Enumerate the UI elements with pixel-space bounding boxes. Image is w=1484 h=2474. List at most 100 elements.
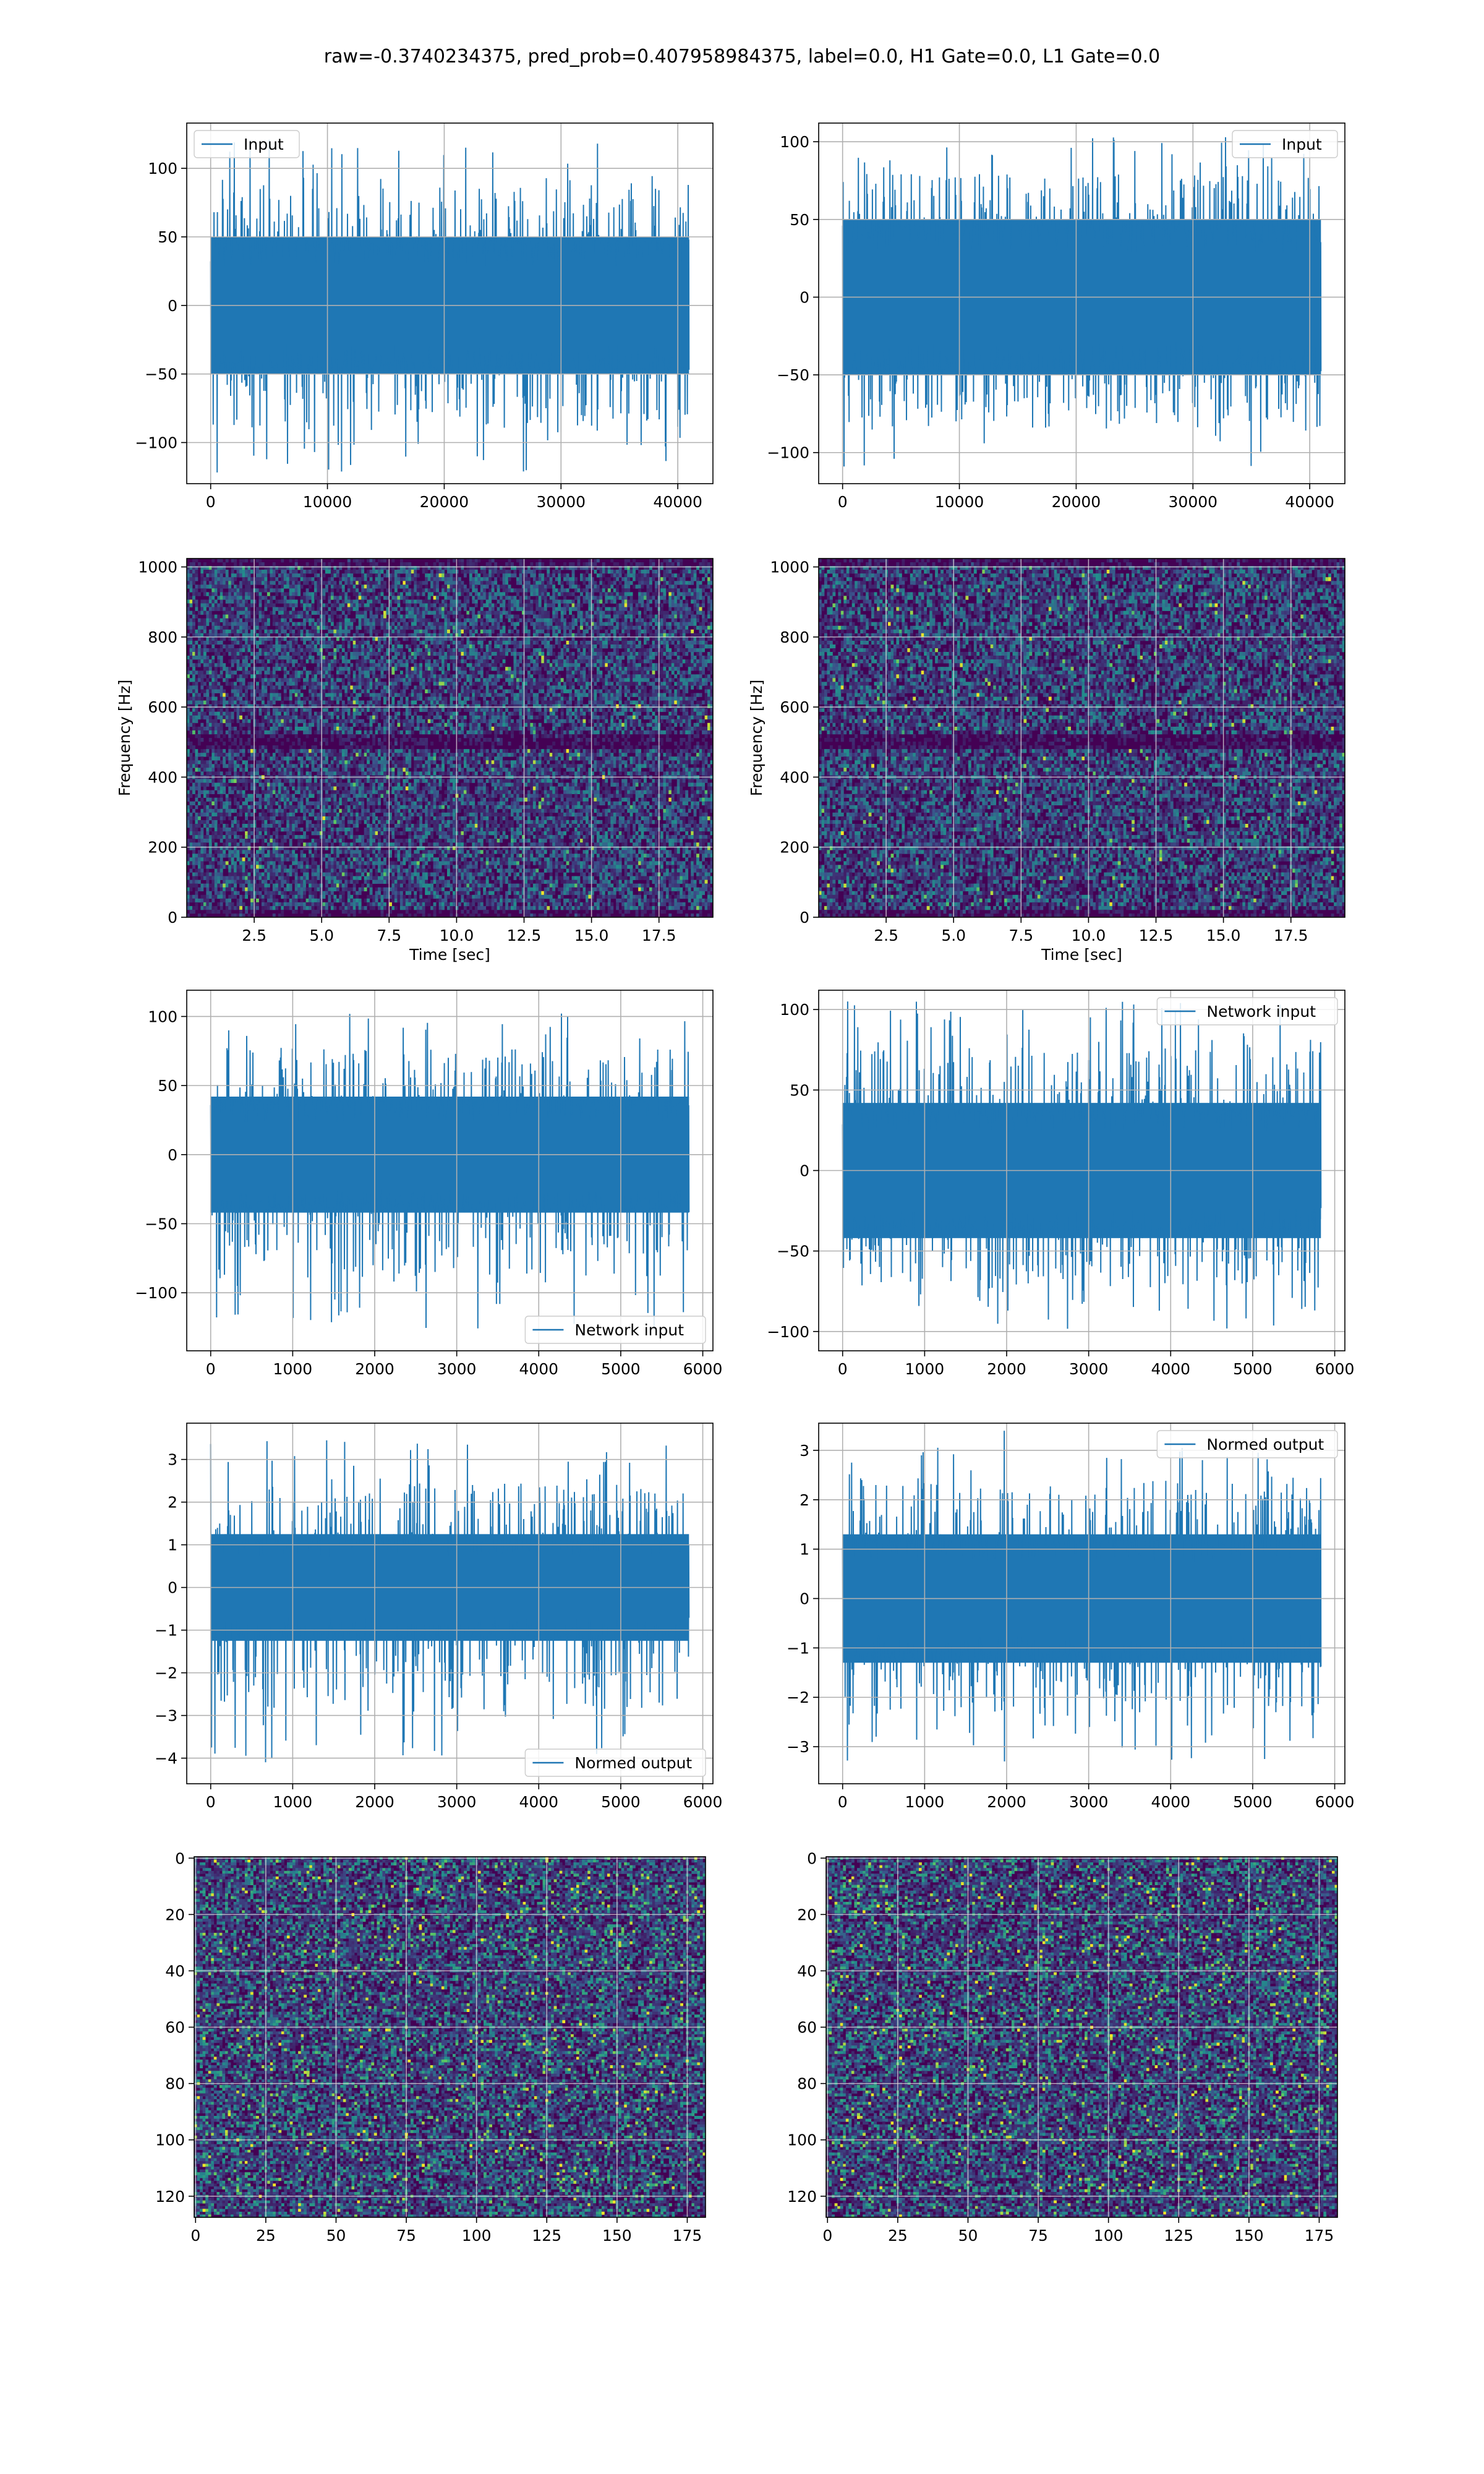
normed-right-ytick-label: 1 [800, 1541, 809, 1559]
spectrogram-right-xtick-label: 7.5 [1009, 927, 1033, 944]
network-right-legend: Network input [1157, 998, 1337, 1025]
normed-left-xtick-label: 0 [206, 1793, 216, 1811]
network-right-ytick-label: 100 [780, 1001, 809, 1019]
input-left-xtick-label: 40000 [653, 493, 702, 511]
normed-right-legend: Normed output [1157, 1431, 1337, 1458]
normed-left-ytick-label: −4 [155, 1750, 177, 1768]
input-right-ytick-label: −50 [777, 366, 809, 384]
spectrogram-left-xtick-label: 17.5 [642, 927, 676, 944]
input-right-ytick-label: 100 [780, 133, 809, 151]
figure-title: raw=-0.3740234375, pred_prob=0.407958984… [324, 46, 1160, 67]
network-right-xtick-label: 4000 [1151, 1360, 1190, 1378]
image-left-xtick-label: 100 [462, 2227, 492, 2245]
input-left-xtick-label: 10000 [303, 493, 352, 511]
normed-right-plot-area [843, 1431, 1321, 1761]
normed-right-ytick-label: 2 [800, 1491, 809, 1509]
network-left-xtick-label: 5000 [601, 1360, 641, 1378]
network-left-xtick-label: 6000 [683, 1360, 723, 1378]
input-right-xtick-label: 40000 [1285, 493, 1334, 511]
network-left-plot-area [211, 1014, 689, 1329]
network-right-xtick-label: 2000 [987, 1360, 1026, 1378]
image-left-xtick-label: 50 [326, 2227, 346, 2245]
image-left-xtick-label: 75 [396, 2227, 416, 2245]
input-right-series-line [843, 137, 1321, 466]
network-right-xtick-label: 0 [838, 1360, 848, 1378]
spectrogram-right-ytick-label: 400 [780, 768, 809, 786]
spectrogram-left-ytick-label: 200 [148, 839, 177, 857]
network-left-ytick-label: −100 [135, 1284, 177, 1302]
image-left-xtick-label: 150 [602, 2227, 632, 2245]
normed-right-ytick-label: 0 [800, 1590, 809, 1608]
input-left-xtick-label: 0 [206, 493, 216, 511]
normed-left-legend-label: Normed output [574, 1754, 692, 1772]
normed-left-ytick-label: −2 [155, 1664, 177, 1682]
image-left-ytick-label: 100 [155, 2131, 185, 2149]
normed-right-xtick-label: 5000 [1233, 1793, 1273, 1811]
network-left-ytick-label: 50 [158, 1077, 177, 1095]
input-left-xtick-label: 20000 [420, 493, 469, 511]
image-left-ytick-label: 40 [165, 1962, 185, 1980]
network-left-legend-label: Network input [574, 1321, 684, 1339]
image-left-ytick-label: 60 [165, 2019, 185, 2037]
network-left-xtick-label: 2000 [355, 1360, 394, 1378]
input-left-ytick-label: −50 [145, 366, 177, 383]
image-right-xtick-label: 150 [1234, 2227, 1264, 2245]
spectrogram-right-ytick-label: 800 [780, 628, 809, 646]
image-right-xtick-label: 0 [822, 2227, 832, 2245]
spectrogram-right-ytick-label: 0 [800, 909, 809, 927]
input-left-ytick-label: 50 [158, 228, 177, 246]
network-right-plot-area [843, 1001, 1321, 1329]
network-left-ytick-label: 100 [148, 1008, 177, 1025]
normed-left-panel: 0 1000 2000 3000 4000 5000 6000−4−3−2−10123Nor… [155, 1423, 722, 1811]
normed-right-ytick-label: −3 [787, 1738, 809, 1756]
spectrogram-right-plot-area [819, 559, 1345, 917]
normed-right-xtick-label: 3000 [1069, 1793, 1109, 1811]
spectrogram-right-xtick-label: 12.5 [1139, 927, 1174, 944]
spectrogram-left-ytick-label: 0 [168, 909, 177, 927]
normed-left-xtick-label: 2000 [355, 1793, 394, 1811]
spectrogram-left-plot-area [187, 559, 713, 917]
normed-left-ytick-label: 0 [168, 1579, 177, 1597]
spectrogram-right-ytick-label: 600 [780, 698, 809, 716]
image-right-ytick-label: 40 [797, 1962, 817, 1980]
normed-left-xtick-label: 4000 [519, 1793, 558, 1811]
input-right-ytick-label: 50 [790, 211, 809, 229]
network-left-series-line [211, 1014, 689, 1329]
input-right-xtick-label: 0 [838, 493, 848, 511]
image-left-plot-area [194, 1857, 706, 2217]
image-right-ytick-label: 120 [787, 2188, 817, 2206]
input-left-plot-area [211, 140, 689, 473]
spectrogram-right-xtick-label: 5.0 [941, 927, 966, 944]
network-right-ytick-label: 50 [790, 1081, 809, 1099]
normed-right-series-line [843, 1431, 1321, 1761]
spectrogram-left-xtick-label: 7.5 [377, 927, 401, 944]
image-right-xtick-label: 125 [1164, 2227, 1193, 2245]
normed-left-ytick-label: −3 [155, 1707, 177, 1725]
spectrogram-right-ylabel: Frequency [Hz] [748, 680, 765, 797]
image-right-ytick-label: 100 [787, 2131, 817, 2149]
normed-right-xtick-label: 0 [838, 1793, 848, 1811]
input-right-ytick-label: −100 [767, 444, 809, 462]
normed-right-legend-label: Normed output [1206, 1436, 1324, 1453]
network-right-xtick-label: 5000 [1233, 1360, 1273, 1378]
image-right-xtick-label: 50 [958, 2227, 978, 2245]
spectrogram-left-xtick-label: 15.0 [574, 927, 609, 944]
spectrogram-right-xtick-label: 15.0 [1206, 927, 1241, 944]
image-right-xtick-label: 100 [1094, 2227, 1124, 2245]
spectrogram-right-panel: 2.5 5.0 7.5 10.0 12.5 15.0 17.5020040060080010… [748, 559, 1345, 964]
normed-left-ytick-label: −1 [155, 1622, 177, 1640]
input-right-plot-area [843, 137, 1321, 466]
image-left-ytick-label: 0 [175, 1849, 185, 1867]
normed-left-ytick-label: 3 [168, 1451, 177, 1469]
input-right-legend-label: Input [1282, 135, 1322, 153]
image-right-xtick-label: 75 [1028, 2227, 1048, 2245]
image-right-ytick-label: 60 [797, 2019, 817, 2037]
spectrogram-left-ytick-label: 800 [148, 628, 177, 646]
network-left-xtick-label: 3000 [437, 1360, 477, 1378]
network-right-ytick-label: −100 [767, 1323, 809, 1341]
